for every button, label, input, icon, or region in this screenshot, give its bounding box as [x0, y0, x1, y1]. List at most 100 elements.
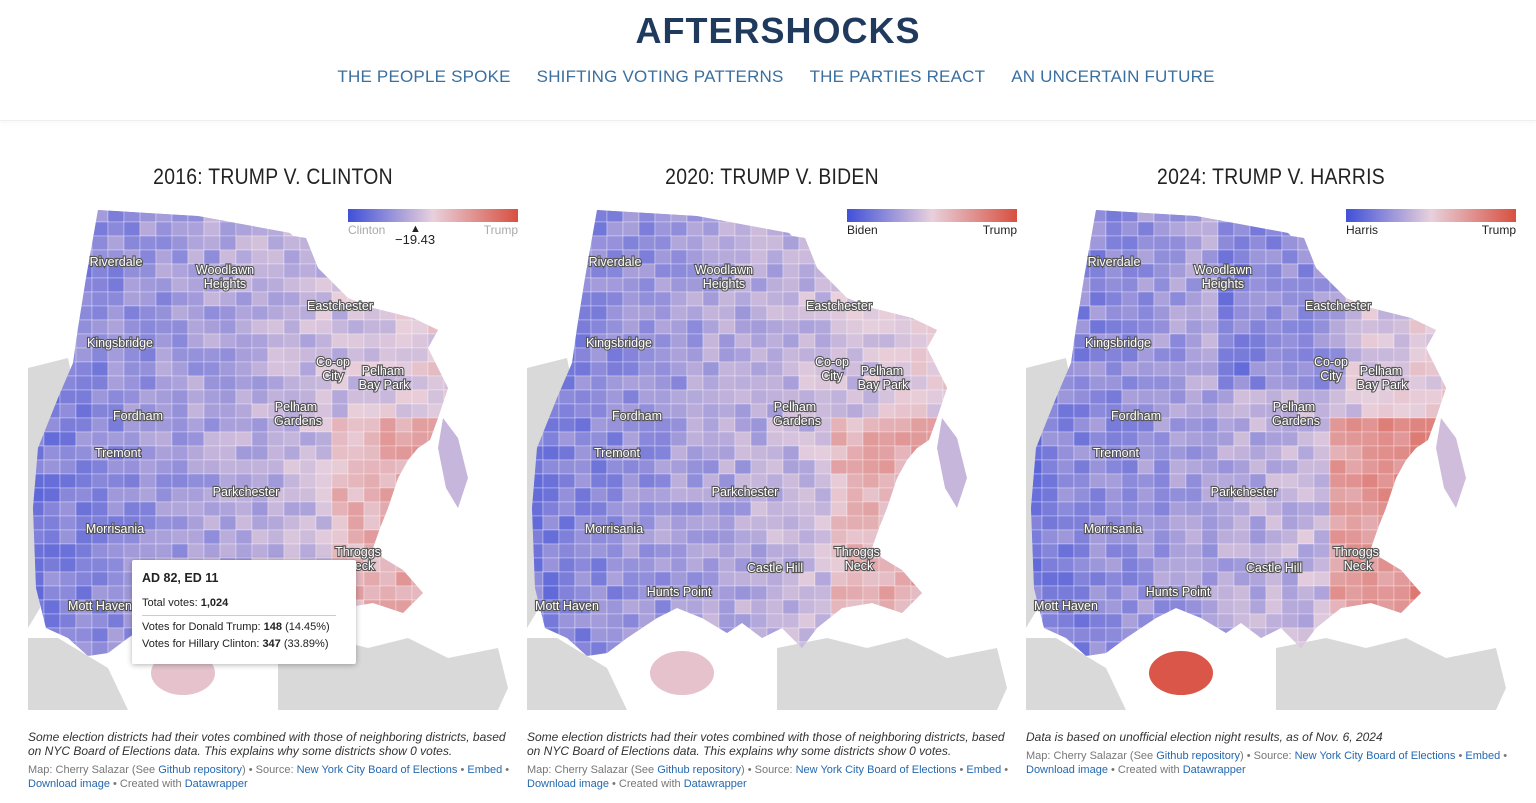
- election-district: [702, 571, 720, 587]
- embed-link[interactable]: Embed: [467, 764, 503, 776]
- election-district: [1425, 249, 1443, 265]
- election-district: [1441, 641, 1446, 656]
- election-district: [1281, 263, 1299, 279]
- election-district: [718, 431, 736, 447]
- election-district: [219, 501, 237, 517]
- election-district: [283, 305, 301, 321]
- map-2020[interactable]: RiverdaleWoodlawnHeightsEastchesterKings…: [527, 208, 1017, 710]
- map-2024[interactable]: RiverdaleWoodlawnHeightsEastchesterKings…: [1026, 208, 1516, 710]
- github-link[interactable]: Github repository: [657, 764, 741, 776]
- legend-gradient: [348, 209, 518, 222]
- download-image-link[interactable]: Download image: [527, 778, 609, 790]
- download-image-link[interactable]: Download image: [28, 778, 110, 790]
- election-district: [1185, 599, 1203, 615]
- election-district: [1201, 445, 1219, 461]
- election-district: [1121, 235, 1139, 251]
- election-district: [718, 333, 736, 349]
- github-link[interactable]: Github repository: [1156, 750, 1240, 762]
- election-district: [766, 501, 784, 517]
- election-district: [251, 431, 269, 447]
- election-district: [1217, 543, 1235, 559]
- datawrapper-link[interactable]: Datawrapper: [184, 778, 248, 790]
- election-district: [395, 389, 413, 405]
- election-district: [718, 210, 736, 223]
- election-district: [846, 319, 864, 335]
- election-district: [830, 417, 848, 433]
- election-district: [219, 375, 237, 391]
- election-district: [1073, 571, 1091, 587]
- election-district: [1249, 263, 1267, 279]
- election-district: [1089, 221, 1107, 237]
- election-district: [814, 571, 832, 587]
- election-district: [1137, 221, 1155, 237]
- nav-an-uncertain-future[interactable]: AN UNCERTAIN FUTURE: [1011, 67, 1215, 86]
- election-district: [942, 515, 947, 531]
- nav-the-people-spoke[interactable]: THE PEOPLE SPOKE: [337, 67, 511, 86]
- election-district: [1185, 473, 1203, 489]
- election-district: [1137, 319, 1155, 335]
- election-district: [606, 305, 624, 321]
- place-label: Kingsbridge: [1085, 336, 1151, 350]
- election-district: [235, 249, 253, 265]
- election-district: [283, 333, 301, 349]
- election-district: [1041, 333, 1059, 349]
- election-district: [878, 487, 896, 503]
- election-district: [219, 403, 237, 419]
- election-district: [299, 487, 317, 503]
- site-title[interactable]: AFTERSHOCKS: [635, 10, 921, 51]
- election-district: [846, 501, 864, 517]
- election-district: [1345, 389, 1363, 405]
- embed-link[interactable]: Embed: [1465, 750, 1501, 762]
- election-district: [379, 403, 397, 419]
- election-district: [926, 333, 944, 349]
- election-district: [1105, 361, 1123, 377]
- map-2016[interactable]: RiverdaleWoodlawnHeightsEastchesterKings…: [28, 208, 518, 710]
- election-district: [1217, 501, 1235, 517]
- election-district: [267, 263, 285, 279]
- election-district: [1393, 403, 1411, 419]
- election-district: [814, 557, 832, 573]
- election-district: [395, 473, 413, 489]
- election-district: [155, 277, 173, 293]
- election-district: [718, 599, 736, 615]
- nav-shifting-voting-patterns[interactable]: SHIFTING VOTING PATTERNS: [536, 67, 784, 86]
- election-district: [1345, 571, 1363, 587]
- election-district: [443, 515, 448, 531]
- election-district: [910, 543, 928, 559]
- election-district: [1345, 459, 1363, 475]
- election-district: [363, 473, 381, 489]
- election-district: [171, 319, 189, 335]
- source-link[interactable]: New York City Board of Elections: [795, 764, 957, 776]
- election-district: [1281, 585, 1299, 601]
- election-district: [283, 529, 301, 545]
- source-link[interactable]: New York City Board of Elections: [1294, 750, 1456, 762]
- election-district: [926, 389, 944, 405]
- election-district: [830, 599, 848, 615]
- election-district: [107, 277, 125, 293]
- election-district: [315, 263, 333, 279]
- embed-link[interactable]: Embed: [966, 764, 1002, 776]
- election-district: [203, 347, 221, 363]
- election-district: [267, 249, 285, 265]
- nav-the-parties-react[interactable]: THE PARTIES REACT: [809, 67, 986, 86]
- election-district: [798, 249, 816, 265]
- election-district: [427, 599, 445, 615]
- datawrapper-link[interactable]: Datawrapper: [683, 778, 747, 790]
- election-district: [1265, 249, 1283, 265]
- election-district: [363, 599, 381, 615]
- election-district: [1281, 291, 1299, 307]
- election-district: [542, 557, 560, 573]
- place-label: Pelham: [774, 400, 816, 414]
- election-district: [1201, 249, 1219, 265]
- place-label: Gardens: [1272, 414, 1320, 428]
- election-district: [203, 361, 221, 377]
- election-district: [75, 235, 93, 251]
- github-link[interactable]: Github repository: [158, 764, 242, 776]
- election-district: [942, 529, 947, 545]
- download-image-link[interactable]: Download image: [1026, 764, 1108, 776]
- source-link[interactable]: New York City Board of Elections: [296, 764, 458, 776]
- election-district: [590, 375, 608, 391]
- election-district: [558, 319, 576, 335]
- datawrapper-link[interactable]: Datawrapper: [1182, 764, 1246, 776]
- election-district: [1441, 249, 1446, 265]
